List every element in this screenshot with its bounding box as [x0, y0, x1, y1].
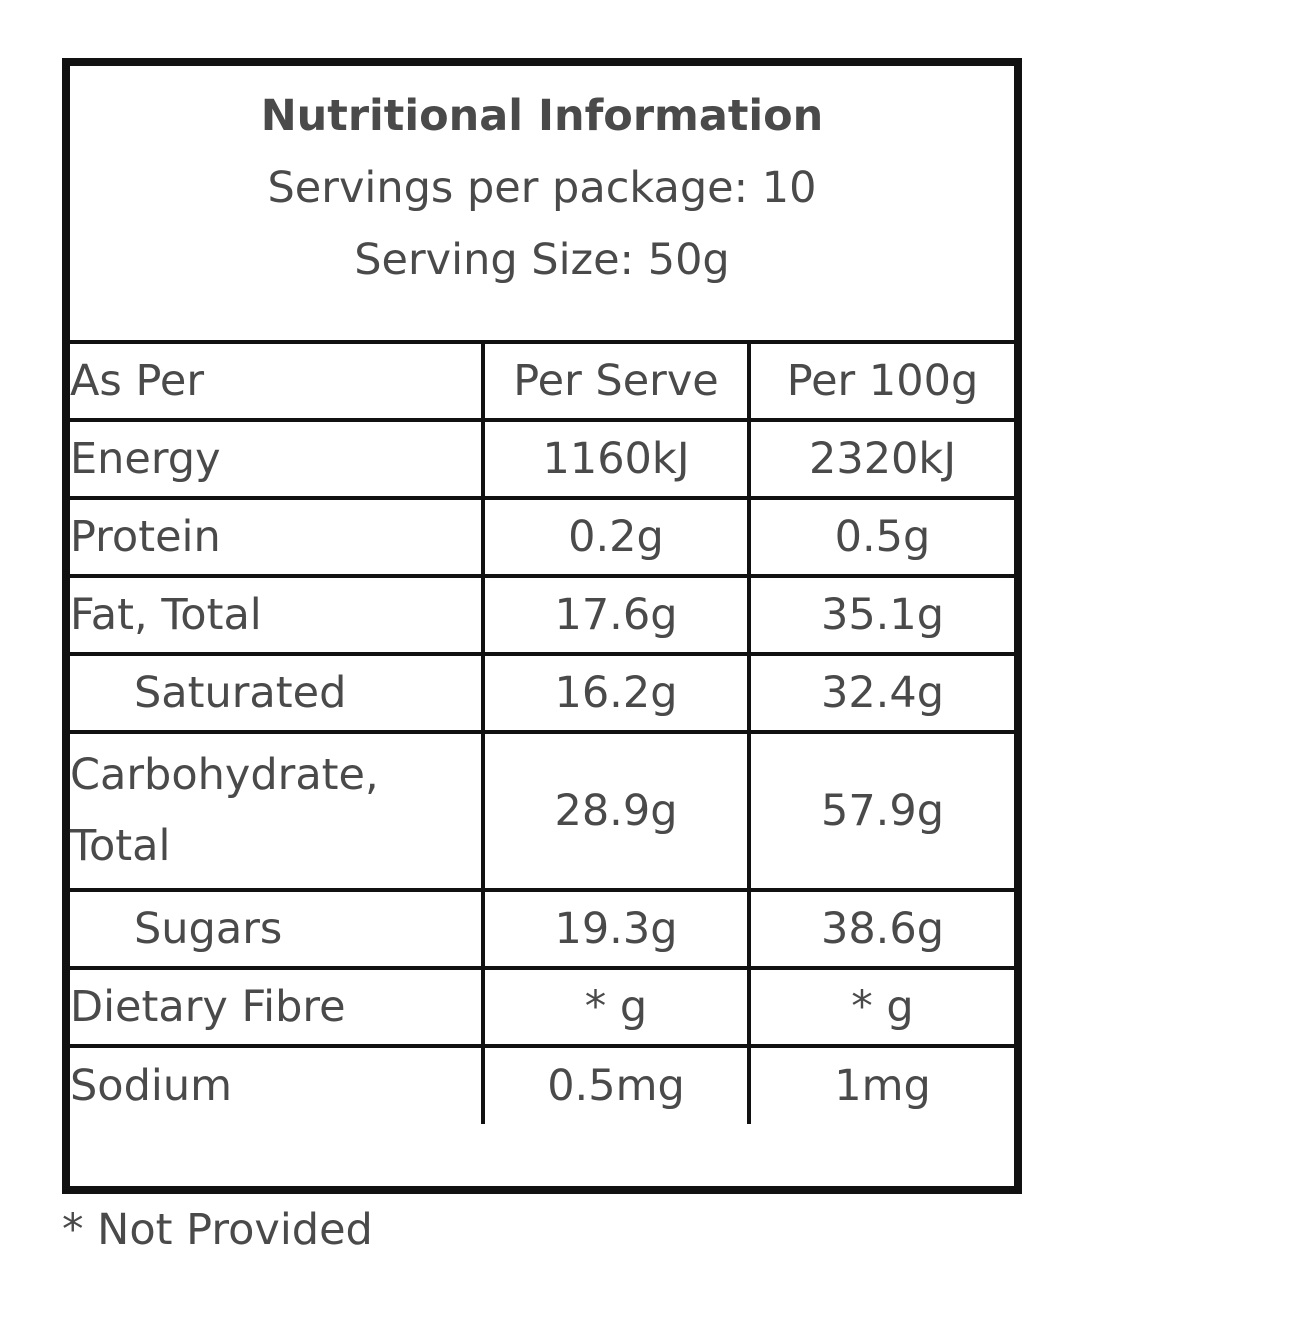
per-serve-value: 0.2g: [481, 496, 751, 578]
per-100g-value: 1mg: [747, 1044, 1014, 1124]
table-row: Saturated 16.2g 32.4g: [70, 652, 1014, 734]
panel-title: Nutritional Information: [260, 91, 824, 141]
nutrition-table: As Per Per Serve Per 100g Energy 1160kJ …: [70, 340, 1014, 1124]
table-row: Energy 1160kJ 2320kJ: [70, 418, 1014, 500]
per-serve-value: 1160kJ: [481, 418, 751, 500]
per-serve-value: * g: [481, 966, 751, 1048]
per-serve-value: 17.6g: [481, 574, 751, 656]
table-row: Sodium 0.5mg 1mg: [70, 1044, 1014, 1124]
row-label: Dietary Fibre: [70, 966, 485, 1048]
row-label: Energy: [70, 418, 485, 500]
table-row: Fat, Total 17.6g 35.1g: [70, 574, 1014, 656]
table-row: Carbohydrate, Total 28.9g 57.9g: [70, 730, 1014, 892]
footnote: * Not Provided: [62, 1205, 373, 1255]
row-label: Saturated: [70, 652, 485, 734]
serving-size: Serving Size: 50g: [354, 235, 730, 285]
servings-per-package: Servings per package: 10: [267, 163, 817, 213]
table-row: Dietary Fibre * g * g: [70, 966, 1014, 1048]
row-label: Sugars: [70, 888, 485, 970]
per-serve-value: 16.2g: [481, 652, 751, 734]
row-label: Fat, Total: [70, 574, 485, 656]
per-serve-value: 0.5mg: [481, 1044, 751, 1124]
per-100g-value: 2320kJ: [747, 418, 1014, 500]
row-label: Protein: [70, 496, 485, 578]
per-100g-value: 35.1g: [747, 574, 1014, 656]
per-serve-value: 19.3g: [481, 888, 751, 970]
column-header-per-100g: Per 100g: [747, 340, 1014, 422]
row-label: Carbohydrate, Total: [70, 730, 485, 892]
nutrition-panel: Nutritional Information Servings per pac…: [62, 58, 1022, 1194]
table-header-row: As Per Per Serve Per 100g: [70, 340, 1014, 422]
row-label: Sodium: [70, 1044, 485, 1124]
per-100g-value: 57.9g: [747, 730, 1014, 892]
table-row: Sugars 19.3g 38.6g: [70, 888, 1014, 970]
column-header-as-per: As Per: [70, 340, 485, 422]
per-serve-value: 28.9g: [481, 730, 751, 892]
per-100g-value: 32.4g: [747, 652, 1014, 734]
table-row: Protein 0.2g 0.5g: [70, 496, 1014, 578]
panel-header: Nutritional Information Servings per pac…: [70, 66, 1014, 340]
column-header-per-serve: Per Serve: [481, 340, 751, 422]
per-100g-value: 0.5g: [747, 496, 1014, 578]
per-100g-value: 38.6g: [747, 888, 1014, 970]
per-100g-value: * g: [747, 966, 1014, 1048]
